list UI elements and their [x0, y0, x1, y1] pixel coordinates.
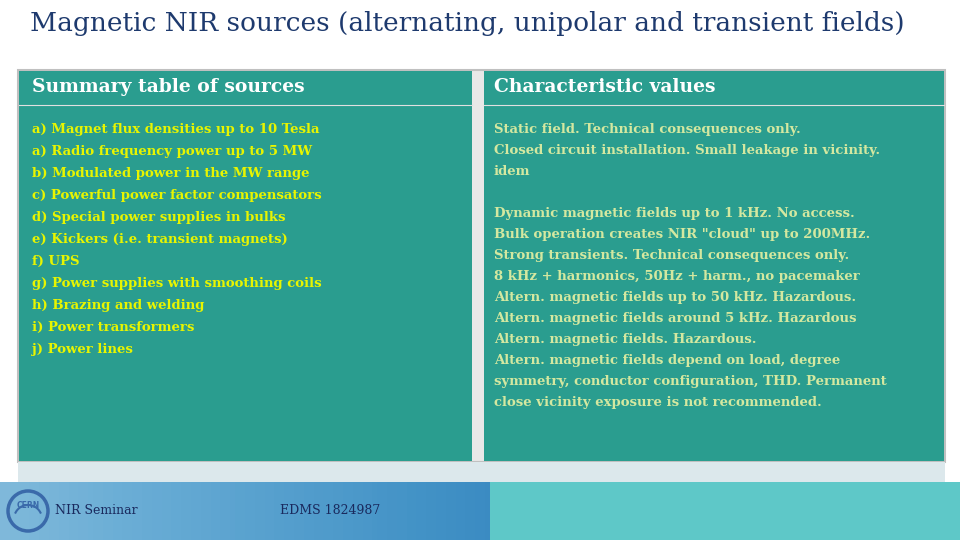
Text: Dynamic magnetic fields up to 1 kHz. No access.: Dynamic magnetic fields up to 1 kHz. No … [494, 207, 854, 220]
Text: f) UPS: f) UPS [32, 255, 80, 268]
Text: j) Power lines: j) Power lines [32, 343, 132, 356]
Text: Summary table of sources: Summary table of sources [32, 78, 304, 97]
Text: Altern. magnetic fields depend on load, degree: Altern. magnetic fields depend on load, … [494, 354, 840, 367]
FancyBboxPatch shape [18, 462, 945, 482]
Text: Altern. magnetic fields up to 50 kHz. Hazardous.: Altern. magnetic fields up to 50 kHz. Ha… [494, 291, 856, 304]
Text: Magnetic NIR sources (alternating, unipolar and transient fields): Magnetic NIR sources (alternating, unipo… [30, 11, 904, 37]
Text: e) Kickers (i.e. transient magnets): e) Kickers (i.e. transient magnets) [32, 233, 288, 246]
Text: symmetry, conductor configuration, THD. Permanent: symmetry, conductor configuration, THD. … [494, 375, 887, 388]
Text: Closed circuit installation. Small leakage in vicinity.: Closed circuit installation. Small leaka… [494, 144, 880, 157]
Text: NIR Seminar: NIR Seminar [55, 504, 137, 517]
Text: a) Magnet flux densities up to 10 Tesla: a) Magnet flux densities up to 10 Tesla [32, 123, 320, 136]
Text: Altern. magnetic fields around 5 kHz. Hazardous: Altern. magnetic fields around 5 kHz. Ha… [494, 312, 856, 325]
Text: 8 kHz + harmonics, 50Hz + harm., no pacemaker: 8 kHz + harmonics, 50Hz + harm., no pace… [494, 270, 860, 283]
FancyBboxPatch shape [18, 70, 945, 462]
FancyBboxPatch shape [490, 482, 960, 540]
Text: Altern. magnetic fields. Hazardous.: Altern. magnetic fields. Hazardous. [494, 333, 756, 346]
Text: CERN: CERN [16, 502, 39, 510]
Text: i) Power transformers: i) Power transformers [32, 321, 194, 334]
Text: a) Radio frequency power up to 5 MW: a) Radio frequency power up to 5 MW [32, 145, 312, 158]
Text: EDMS 1824987: EDMS 1824987 [280, 504, 380, 517]
Text: Characteristic values: Characteristic values [494, 78, 715, 97]
Text: Strong transients. Technical consequences only.: Strong transients. Technical consequence… [494, 249, 850, 262]
Text: idem: idem [494, 165, 531, 178]
Text: Static field. Technical consequences only.: Static field. Technical consequences onl… [494, 123, 801, 136]
Text: c) Powerful power factor compensators: c) Powerful power factor compensators [32, 189, 322, 202]
FancyBboxPatch shape [19, 71, 472, 461]
Text: b) Modulated power in the MW range: b) Modulated power in the MW range [32, 167, 309, 180]
Text: h) Brazing and welding: h) Brazing and welding [32, 299, 204, 312]
Text: Bulk operation creates NIR "cloud" up to 200MHz.: Bulk operation creates NIR "cloud" up to… [494, 228, 871, 241]
Text: g) Power supplies with smoothing coils: g) Power supplies with smoothing coils [32, 277, 322, 290]
FancyBboxPatch shape [484, 71, 944, 461]
Text: close vicinity exposure is not recommended.: close vicinity exposure is not recommend… [494, 396, 822, 409]
Text: d) Special power supplies in bulks: d) Special power supplies in bulks [32, 211, 285, 224]
